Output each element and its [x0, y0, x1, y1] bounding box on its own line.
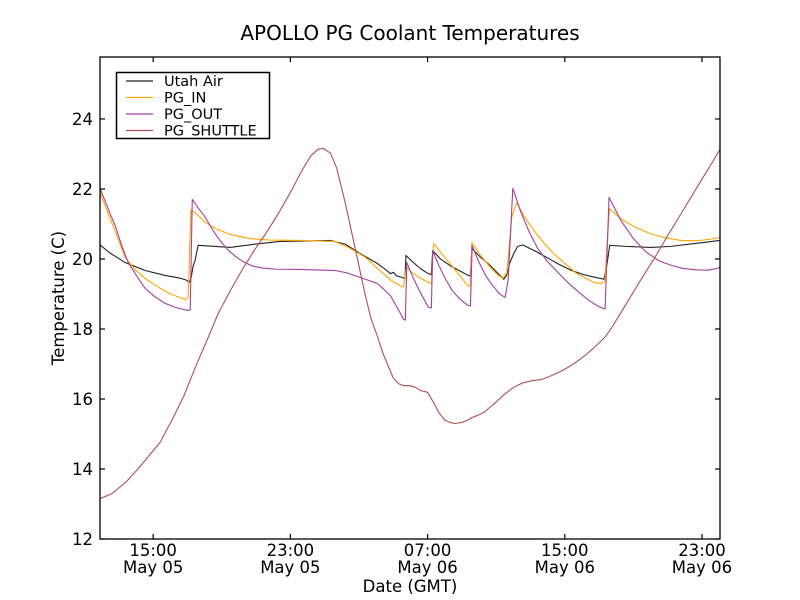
legend-label-utah-air: Utah Air — [164, 74, 223, 90]
y-tick-label-1: 14 — [72, 460, 93, 479]
y-tick-label-5: 22 — [72, 180, 93, 199]
x-tick-label-date-1: May 05 — [260, 558, 320, 577]
x-tick-label-time-3: 15:00 — [541, 541, 589, 560]
legend-label-pg-shuttle: PG_SHUTTLE — [164, 124, 257, 140]
y-tick-label-2: 16 — [72, 390, 93, 409]
legend-label-pg-out: PG_OUT — [164, 107, 222, 123]
y-tick-label-0: 12 — [72, 530, 93, 549]
series-line-pg-out — [100, 187, 720, 321]
x-tick-label-time-2: 07:00 — [404, 541, 452, 560]
x-tick-label-date-3: May 06 — [535, 558, 595, 577]
ticks-group — [100, 57, 720, 540]
series-line-pg-in — [100, 192, 720, 301]
axes-frame — [99, 56, 721, 540]
x-tick-label-time-0: 15:00 — [129, 541, 177, 560]
x-tick-label-time-1: 23:00 — [267, 541, 315, 560]
x-tick-label-date-2: May 06 — [397, 558, 457, 577]
y-tick-label-6: 24 — [72, 110, 93, 129]
x-tick-label-date-4: May 06 — [672, 558, 732, 577]
x-tick-label-time-4: 23:00 — [678, 541, 726, 560]
legend-frame — [115, 71, 271, 140]
legend-label-pg-in: PG_IN — [164, 91, 206, 107]
y-axis-label: Temperature (C) — [49, 231, 68, 366]
chart-title: APOLLO PG Coolant Temperatures — [240, 21, 579, 45]
x-axis-label: Date (GMT) — [363, 577, 458, 596]
x-tick-label-date-0: May 05 — [123, 558, 183, 577]
y-tick-label-3: 18 — [72, 320, 93, 339]
series-group — [100, 147, 720, 500]
y-tick-label-4: 20 — [72, 250, 93, 269]
series-line-pg-shuttle — [100, 147, 720, 500]
